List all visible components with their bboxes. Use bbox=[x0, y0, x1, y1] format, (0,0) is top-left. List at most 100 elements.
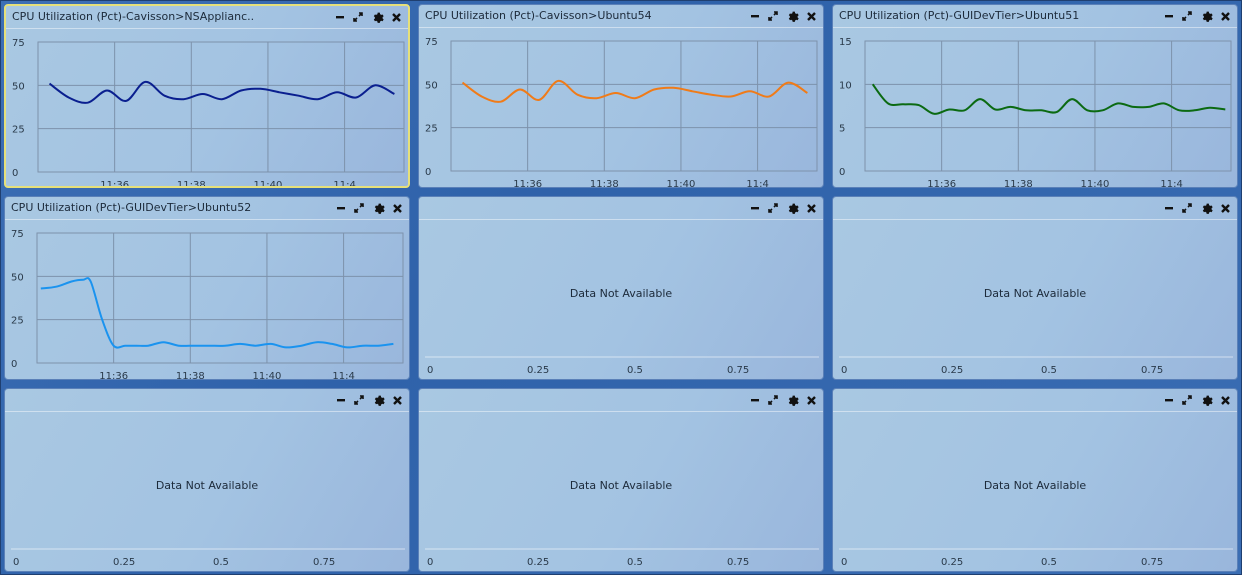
x-tick-label: 11:4 bbox=[333, 180, 355, 188]
gear-icon[interactable] bbox=[1200, 394, 1213, 407]
panel-controls bbox=[750, 391, 817, 409]
close-icon[interactable] bbox=[392, 395, 403, 406]
chart-panel[interactable]: Data Not Available 0 0.25 0.5 0.75 bbox=[832, 196, 1238, 380]
panel-controls bbox=[1164, 7, 1231, 25]
close-icon[interactable] bbox=[1220, 395, 1231, 406]
y-tick-label: 15 bbox=[839, 37, 852, 48]
x-tick-label: 11:40 bbox=[667, 179, 696, 188]
chart-panel[interactable]: Data Not Available 0 0.25 0.5 0.75 bbox=[418, 388, 824, 572]
close-icon[interactable] bbox=[391, 12, 402, 23]
expand-icon[interactable] bbox=[353, 202, 365, 214]
minimize-icon[interactable] bbox=[750, 394, 760, 406]
gear-icon[interactable] bbox=[786, 10, 799, 23]
series-line bbox=[461, 79, 808, 103]
close-icon[interactable] bbox=[806, 395, 817, 406]
panel-header[interactable] bbox=[833, 197, 1237, 220]
y-tick-label: 75 bbox=[12, 38, 25, 49]
x-tick-label: 11:36 bbox=[513, 179, 542, 188]
gear-icon[interactable] bbox=[1200, 10, 1213, 23]
minimize-icon[interactable] bbox=[336, 202, 346, 214]
close-icon[interactable] bbox=[1220, 203, 1231, 214]
minimize-icon[interactable] bbox=[1164, 202, 1174, 214]
expand-icon[interactable] bbox=[1181, 10, 1193, 22]
y-tick-label: 50 bbox=[12, 81, 25, 92]
x-tick-label: 0 bbox=[13, 557, 19, 568]
minimize-icon[interactable] bbox=[750, 202, 760, 214]
empty-chart: 0 0.25 0.5 0.75 bbox=[11, 548, 405, 568]
y-tick-label: 25 bbox=[11, 316, 24, 327]
line-chart: 0 25 50 75 11:36 11:38 11:40 11:4 bbox=[11, 229, 404, 380]
panel-header[interactable] bbox=[833, 389, 1237, 412]
x-tick-label: 0.5 bbox=[1041, 365, 1057, 376]
expand-icon[interactable] bbox=[767, 10, 779, 22]
expand-icon[interactable] bbox=[353, 394, 365, 406]
chart-panel[interactable]: CPU Utilization (Pct)-GUIDevTier>Ubuntu5… bbox=[832, 4, 1238, 188]
y-tick-label: 25 bbox=[425, 124, 438, 135]
y-tick-label: 0 bbox=[425, 167, 431, 178]
x-tick-label: 0.25 bbox=[527, 365, 549, 376]
x-tick-label: 0 bbox=[427, 365, 433, 376]
close-icon[interactable] bbox=[1220, 11, 1231, 22]
plot-area bbox=[37, 41, 405, 173]
panel-header[interactable]: CPU Utilization (Pct)-GUIDevTier>Ubuntu5… bbox=[5, 197, 409, 220]
panel-header[interactable]: CPU Utilization (Pct)-Cavisson>NSApplian… bbox=[6, 6, 408, 29]
line-chart: 0 25 50 75 11:36 11:38 11:40 11:4 bbox=[425, 37, 818, 188]
close-icon[interactable] bbox=[392, 203, 403, 214]
series-line bbox=[48, 80, 395, 104]
x-tick-label: 0.5 bbox=[213, 557, 229, 568]
x-tick-label: 0.75 bbox=[1141, 365, 1163, 376]
panel-header[interactable] bbox=[5, 389, 409, 412]
y-tick-label: 75 bbox=[11, 229, 24, 240]
chart-panel[interactable]: Data Not Available 0 0.25 0.5 0.75 bbox=[418, 196, 824, 380]
close-icon[interactable] bbox=[806, 11, 817, 22]
line-chart: 0 5 10 15 11:36 11:38 11:40 11:4 bbox=[839, 37, 1232, 187]
gear-icon[interactable] bbox=[371, 11, 384, 24]
chart-panel[interactable]: CPU Utilization (Pct)-Cavisson>NSApplian… bbox=[4, 4, 410, 188]
panel-title: CPU Utilization (Pct)-Cavisson>NSApplian… bbox=[12, 10, 255, 23]
panel-title: CPU Utilization (Pct)-GUIDevTier>Ubuntu5… bbox=[11, 201, 252, 214]
chart-panel[interactable]: Data Not Available 0 0.25 0.5 0.75 bbox=[4, 388, 410, 572]
close-icon[interactable] bbox=[806, 203, 817, 214]
x-tick-label: 0.75 bbox=[313, 557, 335, 568]
expand-icon[interactable] bbox=[1181, 202, 1193, 214]
expand-icon[interactable] bbox=[767, 202, 779, 214]
chart-panel[interactable]: CPU Utilization (Pct)-GUIDevTier>Ubuntu5… bbox=[4, 196, 410, 380]
empty-chart: 0 0.25 0.5 0.75 bbox=[425, 356, 819, 376]
plot-area bbox=[450, 40, 818, 172]
chart-panel[interactable]: Data Not Available 0 0.25 0.5 0.75 bbox=[832, 388, 1238, 572]
y-tick-label: 5 bbox=[839, 124, 845, 135]
x-tick-label: 11:38 bbox=[590, 179, 619, 188]
gear-icon[interactable] bbox=[786, 394, 799, 407]
panel-header[interactable]: CPU Utilization (Pct)-Cavisson>Ubuntu54 bbox=[419, 5, 823, 28]
expand-icon[interactable] bbox=[1181, 394, 1193, 406]
minimize-icon[interactable] bbox=[1164, 10, 1174, 22]
x-tick-label: 11:38 bbox=[176, 371, 205, 380]
y-tick-label: 0 bbox=[11, 359, 17, 370]
x-tick-label: 0.25 bbox=[941, 365, 963, 376]
minimize-icon[interactable] bbox=[335, 11, 345, 23]
gear-icon[interactable] bbox=[786, 202, 799, 215]
gear-icon[interactable] bbox=[372, 394, 385, 407]
gear-icon[interactable] bbox=[1200, 202, 1213, 215]
series-line bbox=[40, 277, 394, 349]
y-tick-label: 50 bbox=[11, 272, 24, 283]
panel-controls bbox=[750, 7, 817, 25]
minimize-icon[interactable] bbox=[1164, 394, 1174, 406]
x-tick-label: 0 bbox=[841, 557, 847, 568]
panel-header[interactable] bbox=[419, 197, 823, 220]
panel-header[interactable]: CPU Utilization (Pct)-GUIDevTier>Ubuntu5… bbox=[833, 5, 1237, 28]
panel-controls bbox=[1164, 391, 1231, 409]
panel-controls bbox=[750, 199, 817, 217]
panel-header[interactable] bbox=[419, 389, 823, 412]
gear-icon[interactable] bbox=[372, 202, 385, 215]
x-tick-label: 0.5 bbox=[627, 557, 643, 568]
expand-icon[interactable] bbox=[767, 394, 779, 406]
y-tick-label: 0 bbox=[12, 168, 18, 179]
chart-panel[interactable]: CPU Utilization (Pct)-Cavisson>Ubuntu54 … bbox=[418, 4, 824, 188]
x-tick-label: 0.5 bbox=[627, 365, 643, 376]
no-data-message: Data Not Available bbox=[983, 287, 1087, 300]
minimize-icon[interactable] bbox=[750, 10, 760, 22]
minimize-icon[interactable] bbox=[336, 394, 346, 406]
empty-chart: 0 0.25 0.5 0.75 bbox=[839, 548, 1233, 568]
expand-icon[interactable] bbox=[352, 11, 364, 23]
